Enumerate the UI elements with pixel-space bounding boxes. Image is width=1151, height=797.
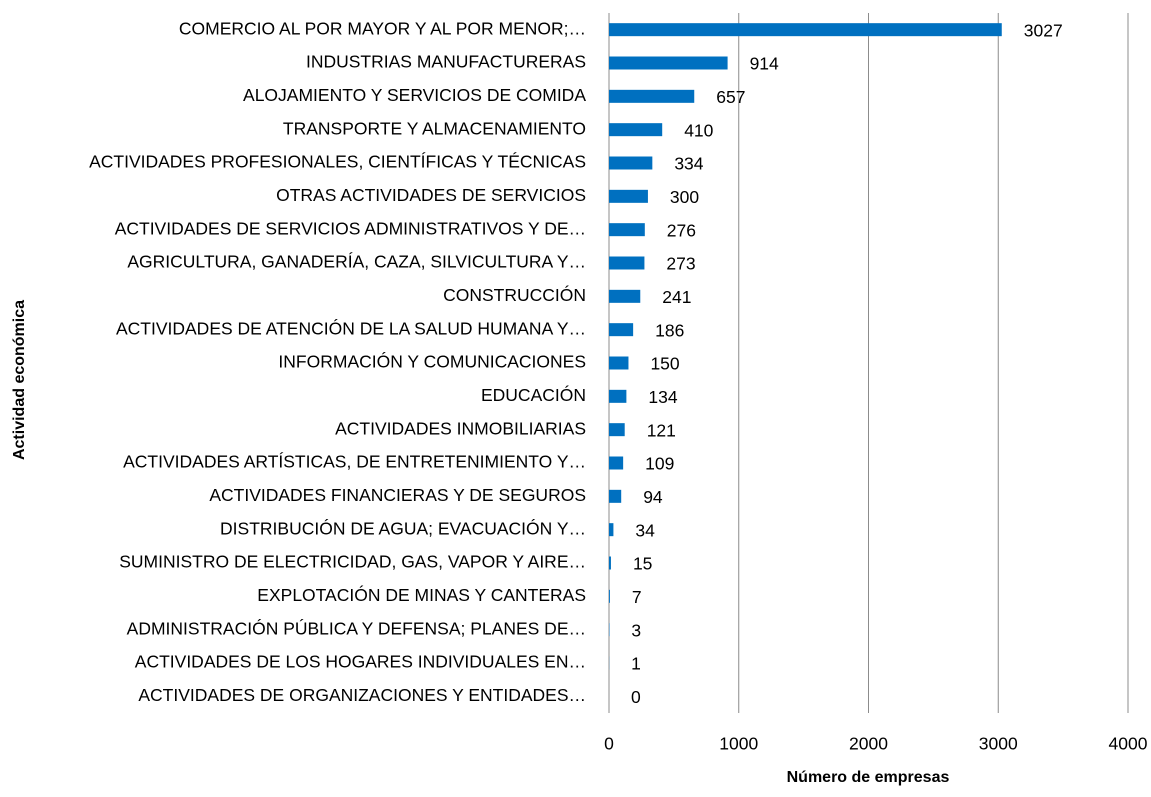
value-label: 273 [666, 254, 695, 274]
y-tick-label: ACTIVIDADES DE ORGANIZACIONES Y ENTIDADE… [138, 685, 586, 705]
value-label: 186 [655, 320, 684, 340]
value-label: 657 [716, 87, 745, 107]
bar [609, 23, 1002, 36]
bar [609, 290, 640, 303]
x-tick-label: 4000 [1109, 734, 1148, 754]
y-tick-label: ACTIVIDADES ARTÍSTICAS, DE ENTRETENIMIEN… [123, 452, 586, 472]
y-axis-label: Actividad económica [11, 300, 28, 460]
y-tick-label: ACTIVIDADES DE LOS HOGARES INDIVIDUALES … [135, 652, 586, 672]
x-tick-label: 1000 [719, 734, 758, 754]
value-label: 34 [635, 520, 655, 540]
y-tick-label: ACTIVIDADES DE ATENCIÓN DE LA SALUD HUMA… [116, 317, 586, 338]
y-tick-label: DISTRIBUCIÓN DE AGUA; EVACUACIÓN Y… [220, 517, 586, 538]
value-label: 300 [670, 187, 699, 207]
x-axis-label: Número de empresas [787, 769, 950, 786]
y-tick-label: TRANSPORTE Y ALMACENAMIENTO [283, 118, 586, 138]
y-tick-label: INDUSTRIAS MANUFACTURERAS [306, 52, 586, 72]
y-tick-label: ACTIVIDADES DE SERVICIOS ADMINISTRATIVOS… [115, 218, 586, 238]
y-tick-label: ACTIVIDADES PROFESIONALES, CIENTÍFICAS Y… [89, 152, 586, 172]
bar [609, 357, 628, 370]
x-tick-label: 2000 [849, 734, 888, 754]
value-label: 276 [667, 220, 696, 240]
value-label: 94 [643, 487, 663, 507]
value-label: 15 [633, 554, 652, 574]
bar [609, 90, 694, 103]
bar [609, 223, 645, 236]
bar [609, 157, 652, 170]
y-tick-label: OTRAS ACTIVIDADES DE SERVICIOS [276, 185, 586, 205]
value-label: 3027 [1024, 20, 1063, 40]
bar [609, 490, 621, 503]
bar [609, 423, 625, 436]
value-label: 121 [647, 420, 676, 440]
bar [609, 590, 610, 603]
y-tick-label: ALOJAMIENTO Y SERVICIOS DE COMIDA [243, 85, 586, 105]
value-label: 334 [674, 154, 703, 174]
bar [609, 190, 648, 203]
value-label: 150 [650, 354, 679, 374]
bar [609, 557, 611, 570]
y-tick-label: ACTIVIDADES FINANCIERAS Y DE SEGUROS [209, 485, 586, 505]
y-tick-label: CONSTRUCCIÓN [443, 284, 586, 305]
y-tick-label: EDUCACIÓN [481, 384, 586, 405]
y-tick-label: SUMINISTRO DE ELECTRICIDAD, GAS, VAPOR Y… [119, 552, 586, 572]
bar [609, 57, 728, 70]
value-label: 3 [631, 620, 641, 640]
bar [609, 457, 623, 470]
y-tick-label: AGRICULTURA, GANADERÍA, CAZA, SILVICULTU… [127, 252, 586, 272]
y-tick-label: ACTIVIDADES INMOBILIARIAS [335, 418, 586, 438]
value-label: 410 [684, 120, 713, 140]
value-label: 134 [648, 387, 677, 407]
x-tick-label: 3000 [979, 734, 1018, 754]
y-tick-label: EXPLOTACIÓN DE MINAS Y CANTERAS [257, 584, 586, 605]
bar [609, 523, 613, 536]
bar [609, 257, 644, 270]
bar [609, 390, 626, 403]
value-label: 7 [632, 587, 642, 607]
y-tick-label: COMERCIO AL POR MAYOR Y AL POR MENOR;… [179, 18, 586, 38]
value-label: 1 [631, 654, 641, 674]
bar [609, 323, 633, 336]
value-label: 109 [645, 454, 674, 474]
bar [609, 123, 662, 136]
x-tick-label: 0 [604, 734, 614, 754]
value-label: 241 [662, 287, 691, 307]
value-label: 0 [631, 687, 641, 707]
y-tick-label: ADMINISTRACIÓN PÚBLICA Y DEFENSA; PLANES… [127, 617, 586, 638]
y-tick-label: INFORMACIÓN Y COMUNICACIONES [278, 351, 586, 372]
value-label: 914 [750, 54, 779, 74]
